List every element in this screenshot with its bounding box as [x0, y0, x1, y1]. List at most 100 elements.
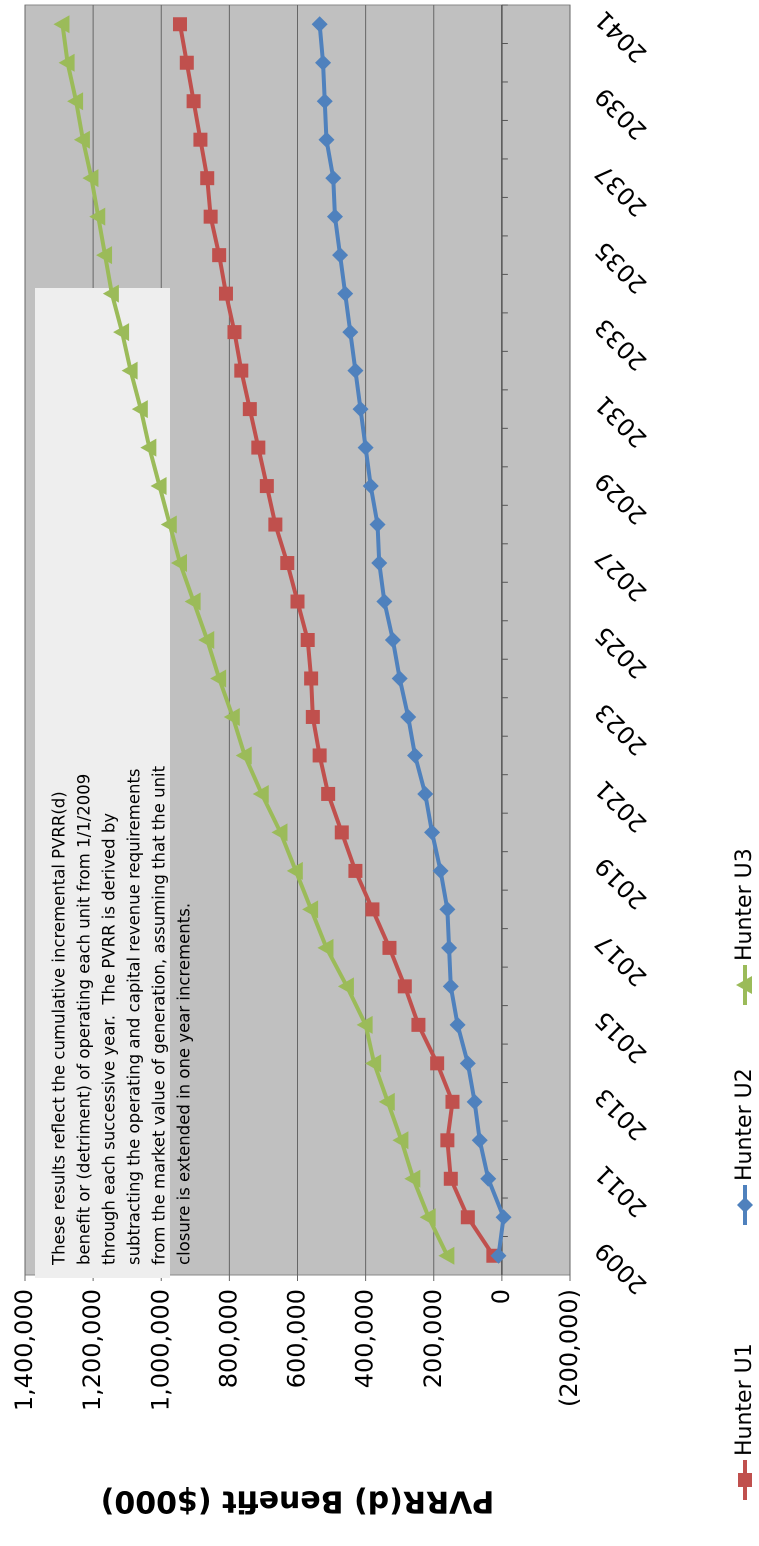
x-tick-label: 2037 [589, 159, 652, 222]
annotation-line: from the market value of generation, ass… [150, 765, 169, 1265]
marker [193, 132, 208, 147]
marker [259, 479, 274, 494]
marker [348, 863, 363, 878]
x-tick-label: 2015 [589, 1006, 652, 1069]
y-tick-label: 0 [487, 1289, 515, 1304]
marker [96, 246, 113, 265]
marker [200, 171, 215, 186]
marker [738, 1473, 752, 1487]
marker [305, 709, 320, 724]
marker [419, 1208, 436, 1227]
marker [210, 669, 227, 688]
marker [179, 55, 194, 70]
marker [445, 1094, 460, 1109]
y-axis-title: PVRR(d) Benefit ($000) [101, 1484, 495, 1519]
x-tick-label: 2021 [589, 775, 652, 838]
marker [67, 92, 84, 111]
marker [286, 861, 303, 880]
marker [317, 938, 334, 957]
marker [400, 708, 417, 725]
legend-label: Hunter U3 [732, 848, 757, 961]
marker [198, 631, 215, 649]
marker [432, 862, 449, 879]
marker [378, 1092, 395, 1111]
marker [58, 53, 75, 72]
x-tick-label: 2023 [589, 698, 652, 761]
x-tick-label: 2035 [589, 236, 652, 299]
marker [430, 1056, 445, 1071]
y-tick-label: 1,200,000 [78, 1289, 106, 1411]
x-tick-label: 2013 [589, 1083, 652, 1146]
marker [315, 54, 332, 71]
marker [371, 555, 388, 572]
marker [280, 556, 295, 571]
marker [271, 823, 288, 842]
marker [251, 440, 266, 455]
marker [252, 784, 269, 803]
marker [172, 17, 187, 32]
marker [184, 592, 201, 611]
marker [290, 594, 305, 609]
marker [150, 477, 167, 496]
marker [391, 670, 408, 687]
marker [334, 825, 349, 840]
marker [369, 516, 386, 533]
x-tick-label: 2009 [589, 1237, 652, 1300]
marker [342, 324, 359, 341]
marker [212, 248, 227, 263]
marker [218, 286, 233, 301]
marker [440, 1133, 455, 1148]
marker [302, 900, 319, 919]
marker [311, 16, 328, 33]
marker [82, 169, 99, 188]
annotation-box [35, 288, 170, 1278]
marker [160, 515, 177, 534]
x-tick-label: 2039 [589, 82, 652, 145]
marker [417, 785, 434, 802]
x-tick-label: 2011 [589, 1160, 652, 1223]
marker [490, 1247, 507, 1264]
annotation-line: through each successive year. The PVRR i… [100, 813, 119, 1265]
y-tick-label: 800,000 [214, 1289, 242, 1388]
marker [737, 1197, 753, 1213]
marker [140, 438, 157, 457]
marker [312, 748, 327, 763]
marker [268, 517, 283, 532]
marker [443, 1171, 458, 1186]
annotation-line: benefit or (detriment) of operating each… [75, 774, 94, 1265]
marker [736, 976, 752, 994]
marker [223, 707, 240, 726]
chart-body: (200,000) 0 200,000 400,000 600,000 800,000 1,… [10, 4, 757, 1519]
marker [382, 940, 397, 955]
marker [460, 1210, 475, 1225]
x-tick-label: 2033 [589, 313, 652, 376]
legend-label: Hunter U1 [732, 1343, 757, 1456]
marker [449, 1016, 466, 1033]
x-tick-label: 2019 [589, 852, 652, 915]
y-tick-label: 200,000 [419, 1289, 447, 1388]
y-tick-label: 400,000 [351, 1289, 379, 1388]
marker [392, 1131, 409, 1150]
marker [326, 208, 343, 225]
marker [347, 362, 364, 379]
marker [441, 939, 458, 956]
marker [113, 323, 130, 342]
x-tick-label: 2041 [589, 5, 652, 68]
marker [397, 979, 412, 994]
marker [442, 978, 459, 995]
marker [321, 786, 336, 801]
marker [170, 554, 187, 573]
x-tick-label: 2029 [589, 467, 652, 530]
marker [234, 363, 249, 378]
marker [407, 747, 424, 764]
marker [365, 1054, 382, 1073]
marker [242, 402, 257, 417]
marker [337, 977, 354, 996]
marker [337, 285, 354, 302]
y-tick-label: 1,400,000 [10, 1289, 38, 1411]
marker [384, 632, 401, 648]
marker [316, 93, 333, 110]
marker [376, 593, 393, 610]
marker [121, 361, 138, 380]
